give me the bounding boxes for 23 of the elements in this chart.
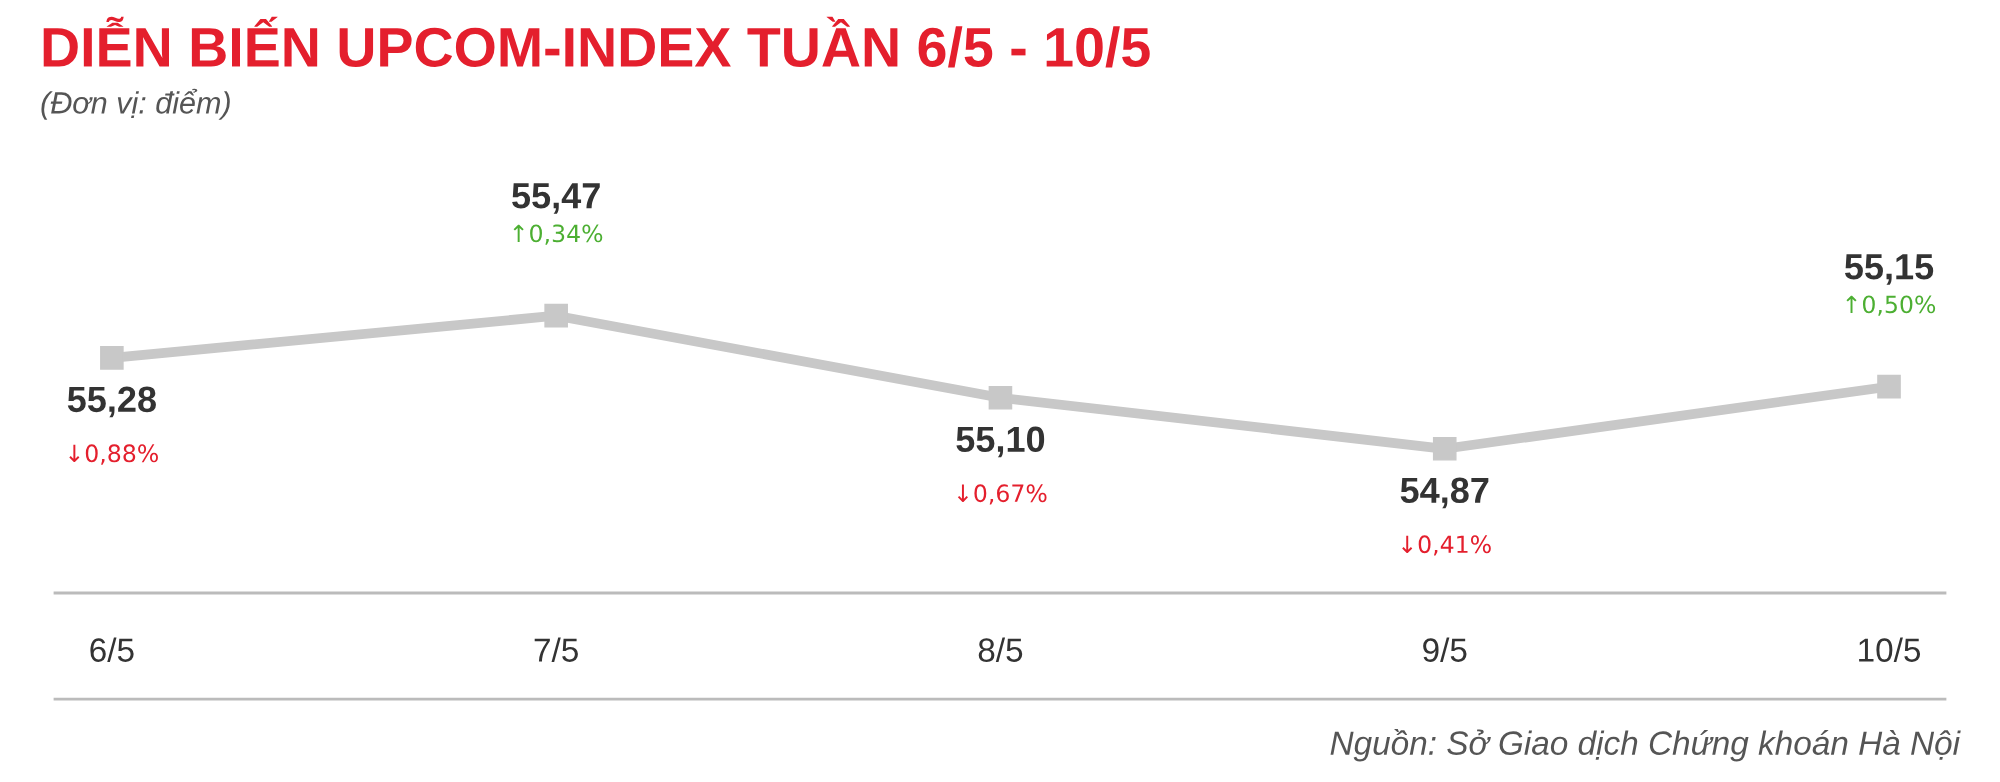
x-tick-label: 6/5: [90, 637, 134, 662]
point: [1432, 437, 1457, 461]
text: Nguồn: Sở Giao dịch Chứng khoán Hà Nội: [1330, 729, 1961, 762]
text: ↑0,34%: [513, 224, 603, 245]
point: [544, 303, 568, 328]
data-label: 55,47: [512, 183, 600, 214]
x-tick-label: 10/5: [1859, 637, 1921, 662]
chart-title: DIỄN BIẾN UPCOM-INDEX TUẦN 6/5 - 10/5: [43, 16, 1150, 68]
data-label: 55,10: [956, 426, 1045, 458]
point: [1877, 374, 1901, 399]
text: ↓0,41%: [1402, 535, 1491, 556]
annotation: ↑0,50%: [1846, 295, 1936, 316]
data-label: 55,28: [67, 386, 156, 418]
data-label: 55,15: [1844, 254, 1934, 285]
point: [100, 346, 124, 370]
point: [988, 385, 1013, 410]
x-tick-label: 8/5: [978, 637, 1023, 662]
text: ↓0,67%: [957, 484, 1047, 505]
x-tick-label: 7/5: [534, 637, 578, 662]
x-tick-label: 9/5: [1423, 637, 1467, 662]
annotation: ↓0,88%: [69, 444, 158, 465]
data-label: 54,87: [1400, 477, 1489, 509]
chart-subtitle: (Đơn vị: điểm): [41, 88, 230, 120]
